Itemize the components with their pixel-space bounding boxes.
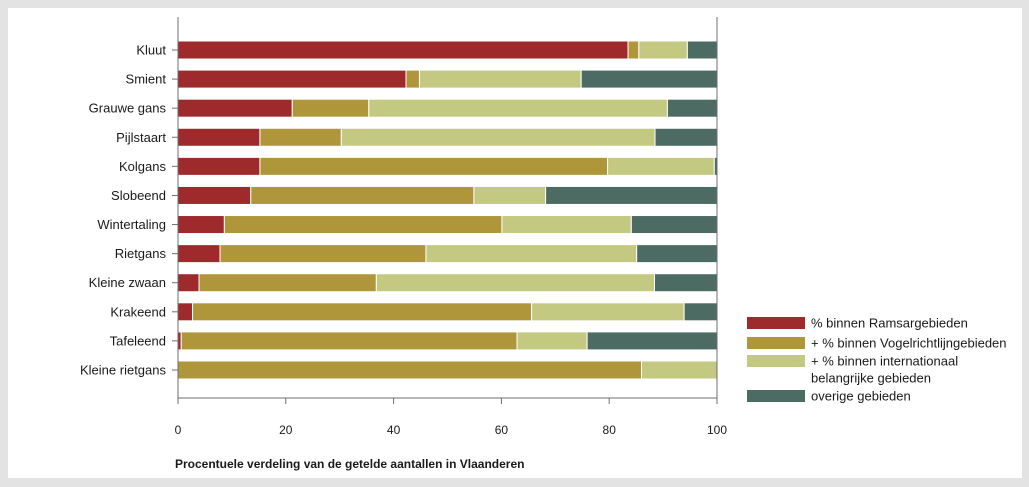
bar-segment-1 xyxy=(177,156,261,176)
bar-segment-1 xyxy=(177,40,629,60)
legend-label: % binnen Ramsargebieden xyxy=(811,316,968,331)
bar-segment-1 xyxy=(177,215,225,235)
bar-segment-4 xyxy=(545,185,718,205)
bar-segment-2 xyxy=(291,98,370,118)
axes: 0 20 40 60 80 100 xyxy=(172,17,727,437)
bar-segment-1 xyxy=(177,185,252,205)
legend-label: overige gebieden xyxy=(811,389,911,404)
category-label: Kleine rietgans xyxy=(80,362,166,377)
x-tick-label: 20 xyxy=(279,423,293,437)
category-label: Kluut xyxy=(136,43,166,58)
legend-swatch xyxy=(747,390,805,402)
category-label: Kleine zwaan xyxy=(89,275,166,290)
bar-segment-4 xyxy=(683,302,718,322)
bar-segment-4 xyxy=(586,331,718,351)
bar-segment-4 xyxy=(686,40,718,60)
bar-segment-1 xyxy=(177,273,200,293)
bar-segment-3 xyxy=(340,127,656,147)
bar-segment-2 xyxy=(250,185,475,205)
bar-segment-4 xyxy=(636,244,718,264)
category-label: Slobeend xyxy=(111,188,166,203)
bar-segment-3 xyxy=(516,331,588,351)
category-label: Kolgans xyxy=(119,159,166,174)
bar-segment-1 xyxy=(177,69,407,89)
bar-segment-1 xyxy=(177,244,221,264)
bar-segment-2 xyxy=(219,244,427,264)
bar-segment-3 xyxy=(607,156,715,176)
bar-segment-2 xyxy=(198,273,377,293)
bar-segment-3 xyxy=(638,40,688,60)
bar-segment-3 xyxy=(418,69,582,89)
bar-segment-3 xyxy=(531,302,685,322)
bar-segment-4 xyxy=(630,215,718,235)
bars-group xyxy=(177,40,718,380)
category-label: Krakeend xyxy=(110,304,166,319)
bar-segment-4 xyxy=(666,98,718,118)
category-label: Wintertaling xyxy=(97,217,166,232)
legend-swatch xyxy=(747,355,805,367)
bar-segment-3 xyxy=(425,244,638,264)
category-label: Grauwe gans xyxy=(89,101,167,116)
x-tick-label: 40 xyxy=(387,423,401,437)
bar-segment-1 xyxy=(177,127,261,147)
category-labels: Kluut Smient Grauwe gans Pijlstaart Kolgans S… xyxy=(80,43,166,378)
legend: % binnen Ramsargebieden + % binnen Vogelr… xyxy=(747,316,1007,404)
category-label: Pijlstaart xyxy=(116,130,166,145)
bar-segment-2 xyxy=(177,360,643,380)
x-tick-label: 100 xyxy=(707,423,727,437)
category-label: Tafeleend xyxy=(110,333,166,348)
x-tick-label: 80 xyxy=(603,423,617,437)
bar-segment-1 xyxy=(177,98,293,118)
bar-segment-4 xyxy=(654,127,718,147)
bar-segment-2 xyxy=(405,69,420,89)
bar-segment-2 xyxy=(180,331,518,351)
bar-segment-2 xyxy=(192,302,533,322)
bar-segment-2 xyxy=(259,156,609,176)
bar-segment-3 xyxy=(375,273,655,293)
bar-segment-2 xyxy=(223,215,503,235)
legend-label: belangrijke gebieden xyxy=(811,371,931,386)
legend-label: + % binnen internationaal xyxy=(811,354,958,369)
bar-segment-3 xyxy=(641,360,718,380)
bar-segment-4 xyxy=(653,273,718,293)
category-label: Rietgans xyxy=(115,246,167,261)
x-axis-caption: Procentuele verdeling van de getelde aan… xyxy=(175,457,524,471)
legend-label: + % binnen Vogelrichtlijngebieden xyxy=(811,336,1007,351)
bar-segment-4 xyxy=(580,69,718,89)
bar-segment-1 xyxy=(177,302,194,322)
x-tick-label: 60 xyxy=(495,423,509,437)
x-tick-label: 0 xyxy=(175,423,182,437)
bar-segment-2 xyxy=(627,40,640,60)
bar-segment-3 xyxy=(501,215,632,235)
bar-segment-3 xyxy=(473,185,547,205)
category-label: Smient xyxy=(126,72,167,87)
bar-segment-3 xyxy=(368,98,668,118)
legend-swatch xyxy=(747,337,805,349)
bar-segment-2 xyxy=(259,127,342,147)
legend-swatch xyxy=(747,317,805,329)
